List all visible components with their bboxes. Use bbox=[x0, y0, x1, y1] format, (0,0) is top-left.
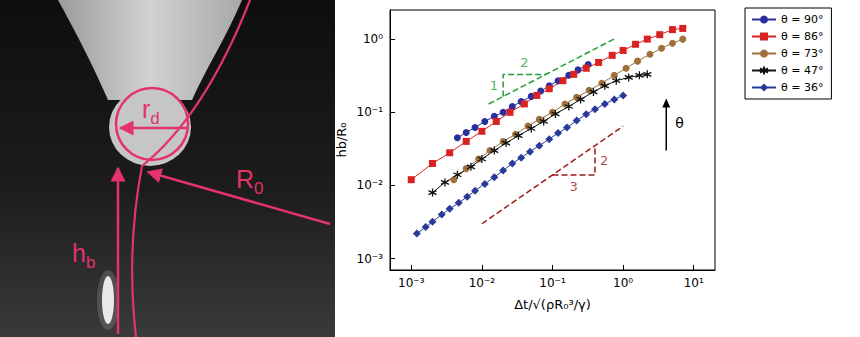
svg-text:rd: rd bbox=[142, 95, 160, 128]
svg-text:10⁻¹: 10⁻¹ bbox=[357, 105, 384, 119]
svg-text:2: 2 bbox=[600, 153, 608, 168]
svg-text:Δt/√(ρR₀³/γ): Δt/√(ρR₀³/γ) bbox=[514, 297, 591, 312]
svg-text:10⁻¹: 10⁻¹ bbox=[539, 276, 566, 290]
svg-text:R0: R0 bbox=[236, 165, 264, 198]
svg-text:10⁻³: 10⁻³ bbox=[398, 276, 425, 290]
svg-text:θ = 73°: θ = 73° bbox=[781, 47, 823, 60]
svg-text:10⁰: 10⁰ bbox=[363, 32, 383, 46]
svg-text:10⁰: 10⁰ bbox=[613, 276, 633, 290]
svg-text:hb/R₀: hb/R₀ bbox=[334, 122, 349, 157]
svg-text:10⁻²: 10⁻² bbox=[469, 276, 496, 290]
svg-text:10⁻³: 10⁻³ bbox=[357, 252, 384, 266]
svg-text:10⁻²: 10⁻² bbox=[357, 178, 384, 192]
svg-text:θ = 86°: θ = 86° bbox=[781, 30, 823, 43]
svg-text:1: 1 bbox=[490, 78, 498, 93]
svg-text:θ = 90°: θ = 90° bbox=[781, 13, 823, 26]
svg-text:θ = 47°: θ = 47° bbox=[781, 64, 823, 77]
svg-text:hb: hb bbox=[72, 239, 95, 272]
svg-text:3: 3 bbox=[570, 179, 578, 194]
svg-text:10¹: 10¹ bbox=[684, 276, 704, 290]
svg-text:θ = 36°: θ = 36° bbox=[781, 81, 823, 94]
svg-text:2: 2 bbox=[520, 55, 528, 70]
svg-text:θ: θ bbox=[675, 115, 684, 131]
